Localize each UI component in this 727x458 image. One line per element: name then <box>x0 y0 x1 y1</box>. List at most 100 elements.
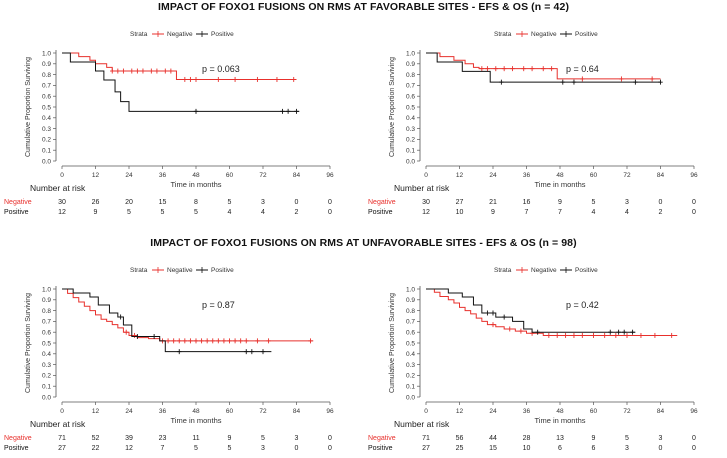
km-chart-unfavorable-os: Strata Negative Positive 0.0 0.1 0.2 0.3 0.4 0.5… <box>368 267 698 452</box>
censor-mark-positive <box>294 108 299 114</box>
censor-mark-negative <box>266 338 271 344</box>
risk-count: 0 <box>328 199 332 206</box>
risk-count: 9 <box>558 199 562 206</box>
x-tick-label: 12 <box>92 172 100 179</box>
risk-count: 0 <box>692 199 696 206</box>
y-tick-label: 0.5 <box>406 340 415 347</box>
censor-mark-negative <box>171 338 176 344</box>
risk-row-label-negative: Negative <box>4 199 32 206</box>
censor-mark-positive <box>118 314 123 320</box>
legend-label-negative: Negative <box>167 267 193 274</box>
risk-count: 7 <box>161 445 165 452</box>
y-tick-label: 0.3 <box>406 126 415 133</box>
risk-count: 44 <box>489 435 497 442</box>
censor-mark-negative <box>168 68 174 74</box>
curve-negative <box>62 52 297 80</box>
censor-mark-positive <box>658 79 663 85</box>
censor-mark-negative <box>154 68 160 74</box>
risk-table-title: Number at risk <box>30 419 86 429</box>
censor-mark-positive <box>135 334 140 340</box>
censor-mark-positive <box>608 329 613 335</box>
risk-row-label-positive: Positive <box>4 209 29 216</box>
risk-count: 4 <box>592 209 596 216</box>
risk-count: 5 <box>592 199 596 206</box>
censor-mark-negative <box>602 332 607 338</box>
censor-mark-negative <box>227 338 232 344</box>
risk-count: 0 <box>328 209 332 216</box>
censor-mark-negative <box>649 76 655 82</box>
censor-mark-negative <box>221 338 227 344</box>
risk-count: 0 <box>295 445 299 452</box>
p-value: p = 0.64 <box>566 64 599 74</box>
x-tick-label: 0 <box>60 408 64 415</box>
y-tick-label: 0.0 <box>42 158 51 165</box>
y-tick-label: 1.0 <box>406 50 415 57</box>
risk-count: 15 <box>159 199 167 206</box>
risk-count: 3 <box>625 199 629 206</box>
censor-mark-negative <box>115 68 121 74</box>
risk-count: 71 <box>58 435 66 442</box>
y-tick-label: 0.6 <box>406 94 415 101</box>
legend-title: Strata <box>494 31 512 38</box>
censor-mark-negative <box>132 332 137 338</box>
x-tick-label: 72 <box>623 172 631 179</box>
censor-mark-negative <box>541 66 546 72</box>
x-tick-label: 96 <box>326 172 334 179</box>
legend-title: Strata <box>494 267 512 274</box>
censor-mark-positive <box>490 310 496 316</box>
x-tick-label: 24 <box>489 172 497 179</box>
risk-count: 26 <box>92 199 100 206</box>
risk-count: 21 <box>489 199 497 206</box>
risk-table-title: Number at risk <box>394 419 450 429</box>
censor-mark-positive <box>633 79 638 85</box>
risk-count: 5 <box>625 435 629 442</box>
x-tick-label: 24 <box>125 408 133 415</box>
censor-mark-negative <box>135 68 140 74</box>
risk-count: 25 <box>456 445 464 452</box>
x-tick-label: 36 <box>159 408 167 415</box>
risk-count: 4 <box>228 209 232 216</box>
risk-count: 9 <box>491 209 495 216</box>
y-tick-label: 0.7 <box>406 83 415 90</box>
risk-count: 12 <box>125 445 133 452</box>
y-tick-label: 0.4 <box>406 351 415 358</box>
x-tick-label: 84 <box>293 172 301 179</box>
risk-row-label-negative: Negative <box>4 435 32 442</box>
y-tick-label: 0.3 <box>42 362 51 369</box>
km-chart-favorable-efs: Strata Negative Positive 0.0 0.1 0.2 0.3 0.4 0.5… <box>4 31 334 216</box>
risk-count: 3 <box>625 445 629 452</box>
censor-mark-negative <box>188 76 193 82</box>
censor-mark-negative <box>244 338 249 344</box>
y-tick-label: 0.3 <box>406 362 415 369</box>
y-tick-label: 0.5 <box>406 104 415 111</box>
risk-count: 0 <box>295 199 299 206</box>
curve-positive <box>62 288 272 353</box>
x-tick-label: 0 <box>424 172 428 179</box>
risk-count: 3 <box>261 445 265 452</box>
risk-count: 4 <box>261 209 265 216</box>
y-tick-label: 0.0 <box>42 394 51 401</box>
legend: Strata Negative Positive <box>130 31 234 38</box>
y-tick-label: 0.8 <box>42 72 51 79</box>
x-tick-label: 12 <box>456 408 464 415</box>
legend-label-positive: Positive <box>211 267 234 274</box>
censor-mark-negative <box>124 329 129 335</box>
risk-count: 5 <box>127 209 131 216</box>
risk-count: 27 <box>58 445 66 452</box>
risk-count: 0 <box>328 435 332 442</box>
censor-mark-positive <box>177 349 182 355</box>
censor-mark-negative <box>580 76 585 82</box>
censor-mark-negative <box>165 338 171 344</box>
risk-table: Number at risk Negative 71 56 44 28 13 9 5 3 0 Posi… <box>368 419 696 452</box>
legend-label-negative: Negative <box>531 31 557 38</box>
y-tick-label: 0.1 <box>406 384 415 391</box>
y-axis-label: Cumulative Proportion Surviving <box>25 57 32 157</box>
y-tick-label: 0.6 <box>42 94 51 101</box>
censor-mark-negative <box>493 66 498 72</box>
legend-title: Strata <box>130 31 148 38</box>
x-tick-label: 72 <box>259 408 267 415</box>
censor-mark-negative <box>291 76 296 82</box>
censor-mark-negative <box>232 338 238 344</box>
curve-negative <box>426 288 678 336</box>
risk-count: 16 <box>523 199 531 206</box>
